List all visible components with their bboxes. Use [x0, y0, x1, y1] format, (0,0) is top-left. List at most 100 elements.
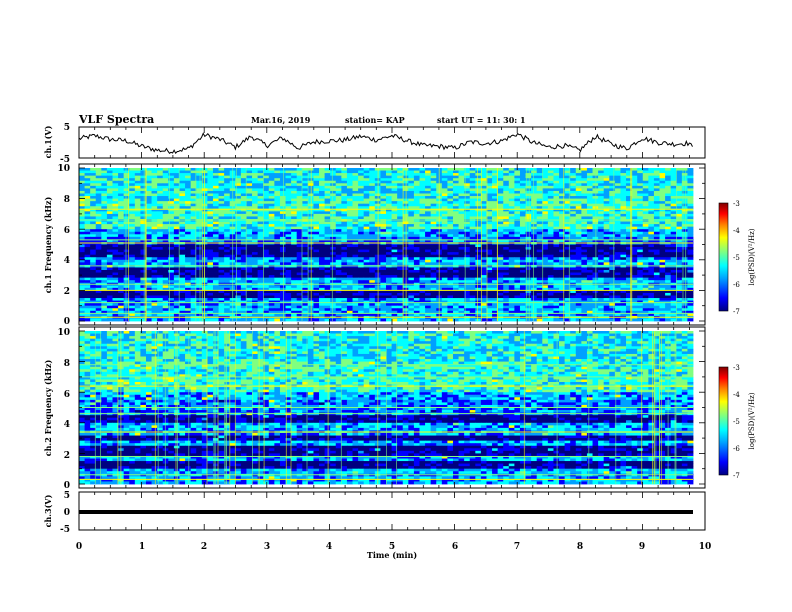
spectrogram-cell: [536, 277, 543, 281]
spectrogram-cell: [123, 213, 130, 217]
spectrogram-cell: [363, 239, 370, 243]
spectrogram-cell: [430, 178, 437, 182]
spectrogram-cell: [419, 270, 426, 273]
spectrogram-cell: [525, 259, 532, 263]
spectrogram-cell: [157, 206, 164, 210]
spectrogram-cell: [564, 168, 571, 171]
spectrogram-cell: [257, 188, 264, 192]
spectrogram-cell: [157, 249, 164, 253]
spectrogram-cell: [263, 259, 270, 263]
spectrogram-cell: [101, 231, 108, 235]
spectrogram-cell: [218, 275, 225, 279]
spectrogram-cell: [274, 270, 281, 273]
spectrogram-cell: [95, 224, 102, 228]
spectrogram-cell: [173, 272, 180, 276]
spectrogram-cell: [503, 277, 510, 281]
spectrogram-cell: [609, 185, 616, 189]
spectrogram-cell: [603, 234, 610, 238]
spectrogram-cell: [581, 267, 588, 271]
spectrogram-cell: [190, 229, 197, 233]
spectrogram-cell: [492, 247, 499, 250]
spectrogram-cell: [330, 175, 337, 179]
spectrogram-cell: [653, 211, 660, 215]
spectrogram-cell: [492, 249, 499, 253]
spectrogram-cell: [391, 257, 398, 261]
spectrogram-cell: [626, 267, 632, 271]
spectrogram-cell: [224, 236, 231, 240]
spectrogram-cell: [330, 272, 337, 276]
spectrogram-cell: [553, 188, 560, 192]
spectrogram-cell: [447, 201, 454, 205]
spectrogram-cell: [257, 211, 264, 215]
spectrogram-cell: [391, 259, 398, 263]
spectrogram-cell: [575, 270, 582, 273]
spectrogram-cell: [246, 193, 253, 197]
spectrogram-cell: [447, 247, 454, 250]
spectrogram-cell: [346, 196, 353, 199]
spectrogram-cell: [291, 211, 298, 215]
spectrogram-cell: [542, 252, 549, 256]
spectrogram-cell: [279, 239, 286, 243]
spectrogram-cell: [274, 216, 281, 220]
spectrogram-cell: [218, 277, 225, 281]
spectrogram-cell: [145, 190, 152, 194]
spectrogram-cell: [252, 277, 259, 281]
spectrogram-cell: [486, 203, 493, 207]
spectrogram-cell: [609, 175, 616, 179]
spectrogram-cell: [296, 211, 303, 215]
spectrogram-cell: [313, 196, 320, 199]
spectrogram-cell: [240, 267, 247, 271]
spectrogram-cell: [386, 206, 392, 210]
spectrogram-cell: [480, 206, 487, 210]
spectrogram-cell: [129, 236, 136, 240]
spectrogram-cell: [145, 173, 152, 177]
spectrogram-cell: [268, 168, 275, 171]
spectrogram-cell: [235, 188, 242, 192]
spectrogram-cell: [497, 168, 504, 171]
spectrogram-cell: [123, 211, 130, 215]
spectrogram-cell: [319, 188, 325, 192]
spectrogram-cell: [425, 277, 432, 281]
spectrogram-cell: [179, 216, 186, 220]
spectrogram-cell: [391, 247, 398, 250]
spectrogram-cell: [614, 259, 621, 263]
spectrogram-cell: [268, 254, 275, 258]
spectrogram-cell: [620, 185, 627, 189]
spectrogram-cell: [279, 275, 286, 279]
spectrogram-cell: [648, 275, 655, 279]
spectrogram-cell: [123, 247, 130, 250]
spectrogram-cell: [112, 168, 119, 171]
spectrogram-cell: [90, 206, 97, 210]
spectrogram-cell: [129, 229, 136, 233]
spectrogram-cell: [458, 229, 465, 233]
spectrogram-cell: [525, 277, 532, 281]
spectrogram-cell: [335, 236, 342, 240]
figure-title: VLF Spectra: [78, 113, 154, 126]
spectrogram-cell: [302, 272, 309, 276]
spectrogram-cell: [570, 173, 577, 177]
spectrogram-cell: [324, 175, 331, 179]
spectrogram-cell: [95, 226, 102, 230]
spectrogram-cell: [285, 226, 292, 230]
spectrogram-cell: [95, 236, 102, 240]
spectrogram-cell: [302, 249, 309, 253]
spectrogram-cell: [603, 188, 610, 192]
spectrogram-cell: [480, 270, 487, 273]
spectrogram-cell: [419, 244, 426, 248]
spectrogram-cell: [408, 206, 415, 210]
spectrogram-cell: [614, 211, 621, 215]
spectrogram-cell: [112, 244, 119, 248]
spectrogram-cell: [452, 236, 459, 240]
spectrogram-cell: [268, 234, 275, 238]
spectrogram-cell: [637, 216, 644, 220]
spectrogram-cell: [112, 178, 119, 182]
spectrogram-cell: [670, 231, 677, 235]
spectrogram-cell: [123, 198, 130, 202]
spectrogram-cell: [179, 262, 186, 266]
spectrogram-cell: [547, 257, 554, 261]
spectrogram-cell: [140, 190, 147, 194]
spectrogram-cell: [586, 267, 593, 271]
spectrogram-cell: [536, 216, 543, 220]
spectrogram-cell: [430, 221, 437, 225]
spectrogram-cell: [319, 252, 325, 256]
